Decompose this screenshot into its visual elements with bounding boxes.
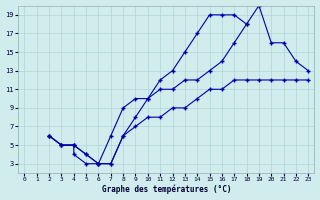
X-axis label: Graphe des températures (°C): Graphe des températures (°C) [101, 185, 231, 194]
